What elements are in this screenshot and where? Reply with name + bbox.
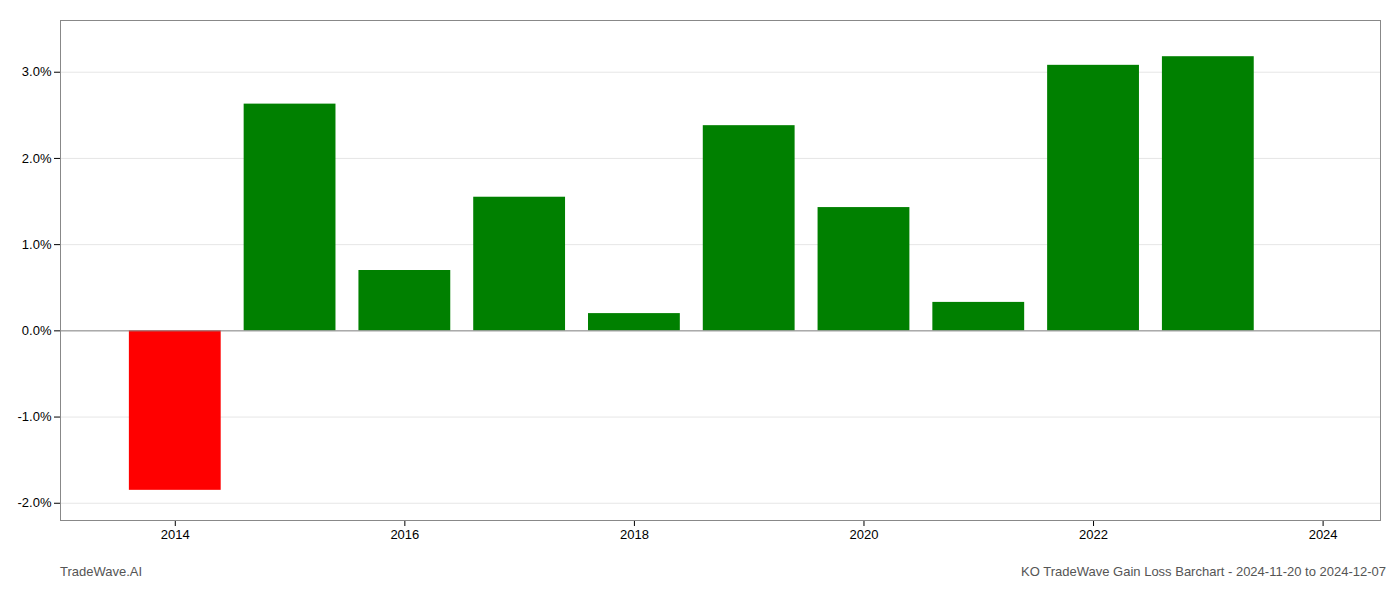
svg-text:3.0%: 3.0% xyxy=(22,64,52,79)
svg-text:1.0%: 1.0% xyxy=(22,237,52,252)
svg-text:2024: 2024 xyxy=(1309,527,1338,542)
svg-text:0.0%: 0.0% xyxy=(22,323,52,338)
svg-text:2014: 2014 xyxy=(161,527,190,542)
svg-text:2018: 2018 xyxy=(620,527,649,542)
svg-text:-2.0%: -2.0% xyxy=(18,495,52,510)
svg-text:2016: 2016 xyxy=(390,527,419,542)
svg-text:2.0%: 2.0% xyxy=(22,151,52,166)
html-text:KO TradeWave Gain Loss Barchar: KO TradeWave Gain Loss Barchart - 2024-1… xyxy=(1021,564,1386,579)
svg-text:-1.0%: -1.0% xyxy=(18,409,52,424)
svg-text:2022: 2022 xyxy=(1079,527,1108,542)
html-text:TradeWave.AI: TradeWave.AI xyxy=(60,564,143,579)
svg-text:2020: 2020 xyxy=(850,527,879,542)
